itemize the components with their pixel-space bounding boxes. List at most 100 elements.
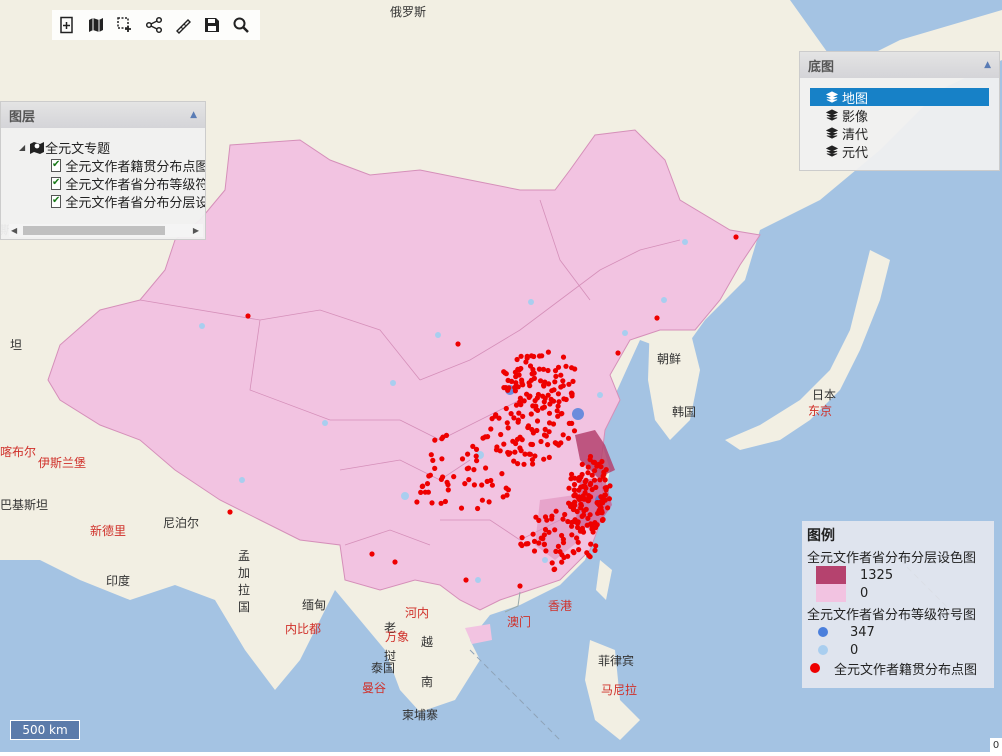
label-laos: 老挝 (384, 621, 397, 663)
origin-point (525, 541, 531, 547)
origin-point (506, 385, 512, 391)
origin-point (521, 461, 527, 467)
basemap-item-map[interactable]: 地图 (810, 88, 989, 107)
origin-point (555, 364, 562, 370)
legend-choropleth-title: 全元文作者省分布分层设色图 (807, 551, 977, 566)
origin-point (580, 493, 586, 499)
origin-point (479, 482, 485, 488)
origin-point (499, 471, 505, 477)
basemap-item-qing[interactable]: 清代 (810, 124, 989, 143)
layer-checkbox[interactable]: ✔ (51, 158, 62, 172)
origin-point (560, 536, 567, 543)
legend-points: 全元文作者籍贯分布点图 (808, 659, 994, 678)
origin-point (598, 494, 604, 500)
add-icon[interactable] (52, 11, 81, 39)
origin-point (584, 550, 590, 556)
layer-item-symbols[interactable]: ✔ 全元文作者省分布等级符号图 (19, 174, 205, 193)
origin-point (569, 532, 575, 538)
collapse-caret-icon[interactable]: ▲ (190, 110, 197, 120)
origin-point (486, 499, 492, 505)
origin-point (558, 440, 564, 446)
origin-point (369, 551, 375, 557)
basemap-panel-header[interactable]: 底图 ▲ (800, 52, 999, 78)
collapse-caret-icon[interactable]: ▲ (984, 60, 991, 70)
layer-checkbox[interactable]: ✔ (51, 194, 62, 208)
origin-point (568, 476, 574, 482)
basemap-item-label: 影像 (842, 109, 869, 125)
origin-point (552, 379, 558, 385)
expand-triangle-icon[interactable]: ◢ (19, 142, 26, 152)
layer-group-root[interactable]: ◢ 全元文专题 (19, 138, 205, 157)
point-symbol-max-icon (818, 627, 828, 637)
origin-point (598, 464, 604, 470)
origin-point (534, 395, 541, 401)
origin-point (587, 453, 594, 460)
swatch-choro-min (816, 584, 846, 602)
map-book-icon[interactable] (81, 11, 110, 39)
origin-point (536, 353, 543, 359)
layers-icon (826, 145, 838, 157)
search-icon[interactable] (226, 11, 255, 39)
origin-point (581, 512, 587, 518)
origin-point (545, 349, 552, 355)
origin-point (536, 366, 543, 372)
save-icon[interactable] (197, 11, 226, 39)
label-cambodia: 柬埔寨 (402, 708, 439, 722)
point-symbol-min-icon (818, 645, 828, 655)
layers-icon (826, 109, 838, 121)
origin-point (473, 453, 479, 459)
origin-point (583, 506, 589, 512)
scroll-right-icon[interactable]: ▶ (192, 226, 199, 235)
origin-point (438, 476, 444, 482)
origin-point (555, 413, 561, 419)
basemap-item-yuan[interactable]: 元代 (810, 142, 989, 161)
basemap-item-imagery[interactable]: 影像 (810, 106, 989, 125)
origin-point (470, 443, 476, 449)
origin-point (432, 437, 438, 443)
legend-value: 347 (850, 624, 875, 640)
origin-point (520, 413, 526, 419)
origin-point (528, 377, 534, 383)
origin-point (517, 583, 523, 589)
origin-point (438, 500, 444, 506)
origin-point (549, 388, 555, 394)
origin-point (515, 384, 521, 390)
origin-point (654, 315, 660, 321)
select-icon[interactable] (110, 11, 139, 39)
layer-item-label: 全元文作者籍贯分布点图 (65, 159, 206, 175)
scrollbar-thumb[interactable] (23, 226, 165, 235)
origin-point (529, 457, 536, 463)
layers-panel-header[interactable]: 图层 ▲ (1, 102, 205, 128)
layer-item-label: 全元文作者省分布分层设色图 (65, 195, 206, 211)
layers-icon (826, 127, 838, 139)
origin-point (534, 418, 541, 424)
label-bangladesh: 孟加拉国 (238, 549, 251, 614)
origin-point (504, 420, 510, 426)
label-islamabad: 伊斯兰堡 (38, 456, 87, 470)
origin-point (529, 426, 535, 433)
origin-point (429, 500, 435, 506)
origin-point (733, 234, 739, 240)
origin-point (569, 365, 575, 371)
layer-item-points[interactable]: ✔ 全元文作者籍贯分布点图 (19, 156, 206, 175)
origin-point (513, 374, 519, 380)
origin-point (590, 459, 597, 465)
origin-point (465, 451, 471, 457)
origin-point (566, 485, 572, 491)
origin-point (540, 393, 546, 399)
layer-checkbox[interactable]: ✔ (51, 176, 62, 190)
layer-item-choropleth[interactable]: ✔ 全元文作者省分布分层设色图 (19, 192, 206, 211)
origin-point (534, 427, 540, 434)
origin-point (599, 517, 606, 523)
scroll-left-icon[interactable]: ◀ (11, 226, 18, 235)
origin-point (551, 398, 557, 404)
origin-point (439, 456, 445, 462)
origin-point (572, 517, 578, 523)
share-icon[interactable] (139, 11, 168, 39)
ruler-icon[interactable] (168, 11, 197, 39)
origin-point (569, 390, 575, 396)
horizontal-scrollbar[interactable]: ◀ ▶ (9, 224, 203, 237)
layer-group-label: 全元文专题 (45, 141, 111, 157)
legend-title: 图例 (807, 528, 835, 544)
